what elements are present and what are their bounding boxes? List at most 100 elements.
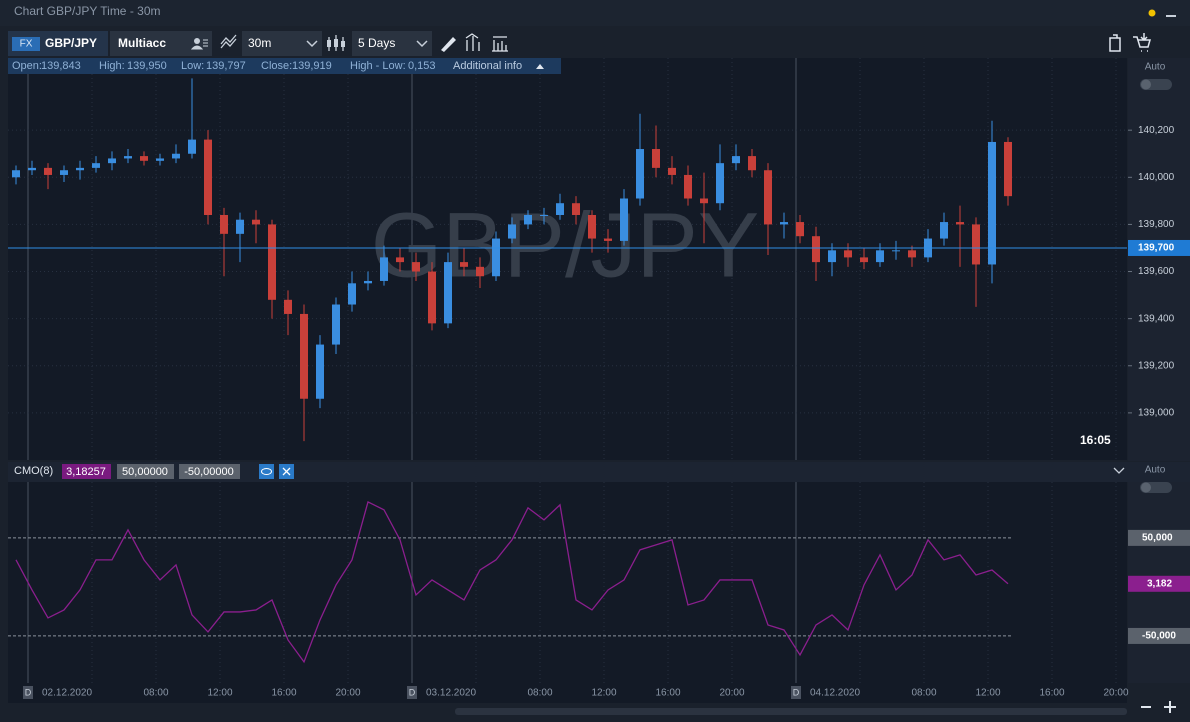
y-tick-badge [1128, 627, 1190, 644]
candle-body [92, 163, 100, 168]
time-label: 12:00 [975, 688, 1000, 699]
level-chip [117, 464, 174, 479]
additional-info[interactable]: Additional info [453, 60, 522, 72]
candle-body [620, 198, 628, 241]
time-label: 20:00 [1103, 688, 1128, 699]
zoom-in[interactable] [1164, 701, 1176, 713]
visibility-button[interactable] [259, 464, 274, 479]
candle-body [220, 214, 228, 234]
candle-body [652, 149, 660, 168]
current-value-label: 3,182 [1147, 578, 1172, 589]
day-marker: D [793, 687, 800, 697]
candle-body [908, 250, 916, 258]
info-value: 0,153 [408, 60, 436, 72]
candle-body [860, 257, 868, 263]
time-label: 08:00 [143, 688, 168, 699]
candle-body [188, 139, 196, 154]
day-marker-bg [407, 686, 417, 699]
candle-body [988, 141, 996, 265]
current-price-label: 139,700 [1138, 243, 1175, 254]
interval: 30m [248, 36, 271, 50]
indicator-icon[interactable] [465, 33, 480, 51]
day-marker-bg [791, 686, 801, 699]
time-axis-bar [8, 683, 1127, 703]
candle-body [492, 238, 500, 277]
template-icon[interactable] [492, 36, 508, 52]
info-label: High: [99, 60, 125, 72]
account-icon-lines [190, 39, 208, 50]
draw-icon[interactable] [441, 37, 456, 52]
candle-body [668, 167, 676, 175]
level-label: 50,00000 [122, 466, 168, 478]
candle-type-icon-body [341, 41, 345, 47]
title-bar [0, 0, 1190, 26]
candle-body [76, 167, 84, 171]
candle-body [60, 170, 68, 175]
y-tick-label: 139,200 [1138, 360, 1175, 371]
info-label: High - Low: [350, 60, 406, 72]
day-marker: D [409, 687, 416, 697]
account-icon [194, 38, 200, 44]
window-title: Chart GBP/JPY Time - 30m [14, 4, 161, 18]
current-value-badge [1128, 575, 1190, 592]
time-label: 20:00 [719, 688, 744, 699]
remove-icon [282, 467, 291, 476]
eye-icon [261, 468, 272, 475]
candle-body [140, 156, 148, 161]
candle-body [300, 313, 308, 399]
candle-body [252, 219, 260, 225]
candle-body [380, 257, 388, 281]
time-label: 02.12.2020 [42, 688, 92, 699]
y-tick-label: -50,000 [1142, 631, 1176, 642]
time-label: 04.12.2020 [810, 688, 860, 699]
price-pane [8, 58, 1127, 460]
day-marker-bg [23, 686, 33, 699]
candle-body [636, 149, 644, 199]
cmo-header-bar [8, 462, 1190, 482]
candle-body [876, 250, 884, 263]
candle-body [28, 167, 36, 171]
account-box[interactable] [110, 31, 212, 56]
scrollbar[interactable] [455, 708, 1127, 715]
y-tick-label: 139,400 [1138, 313, 1175, 324]
candle-body [364, 280, 372, 284]
collapse-chevron[interactable] [1113, 467, 1125, 474]
cart-icon[interactable] [1133, 33, 1151, 52]
time-label: 08:00 [911, 688, 936, 699]
range: 5 Days [358, 36, 395, 50]
candle-body [796, 222, 804, 237]
candle-body [684, 174, 692, 199]
indicator-name: CMO(8) [14, 465, 53, 477]
time-label: 16:00 [271, 688, 296, 699]
candle-body [572, 203, 580, 215]
compare-icon[interactable] [220, 34, 237, 49]
candle-body [972, 224, 980, 265]
market-badge-bg [12, 37, 40, 51]
candle-body [412, 262, 420, 272]
candle-body [348, 283, 356, 305]
candle-body [172, 153, 180, 159]
candle-body [108, 158, 116, 164]
candle-body [268, 224, 276, 300]
candle-body [396, 257, 404, 263]
clipboard-icon[interactable] [1109, 34, 1121, 52]
candle-body [124, 156, 132, 159]
candle-body [1004, 141, 1012, 197]
candle-body [844, 250, 852, 258]
auto-toggle-knob [1141, 79, 1151, 90]
info-bar [8, 58, 561, 74]
info-value: 139,950 [127, 60, 167, 72]
candle-body [540, 214, 548, 216]
cmo-line [15, 500, 1009, 664]
candle-body [588, 214, 596, 239]
countdown: 16:05 [1080, 433, 1111, 447]
account: Multiacc [118, 36, 166, 50]
candle-body [812, 236, 820, 263]
interval-chevron [306, 40, 318, 48]
candle-body [156, 158, 164, 161]
candle-body [204, 139, 212, 215]
cmo-value-chip [62, 464, 111, 479]
symbol: GBP/JPY [45, 36, 97, 50]
